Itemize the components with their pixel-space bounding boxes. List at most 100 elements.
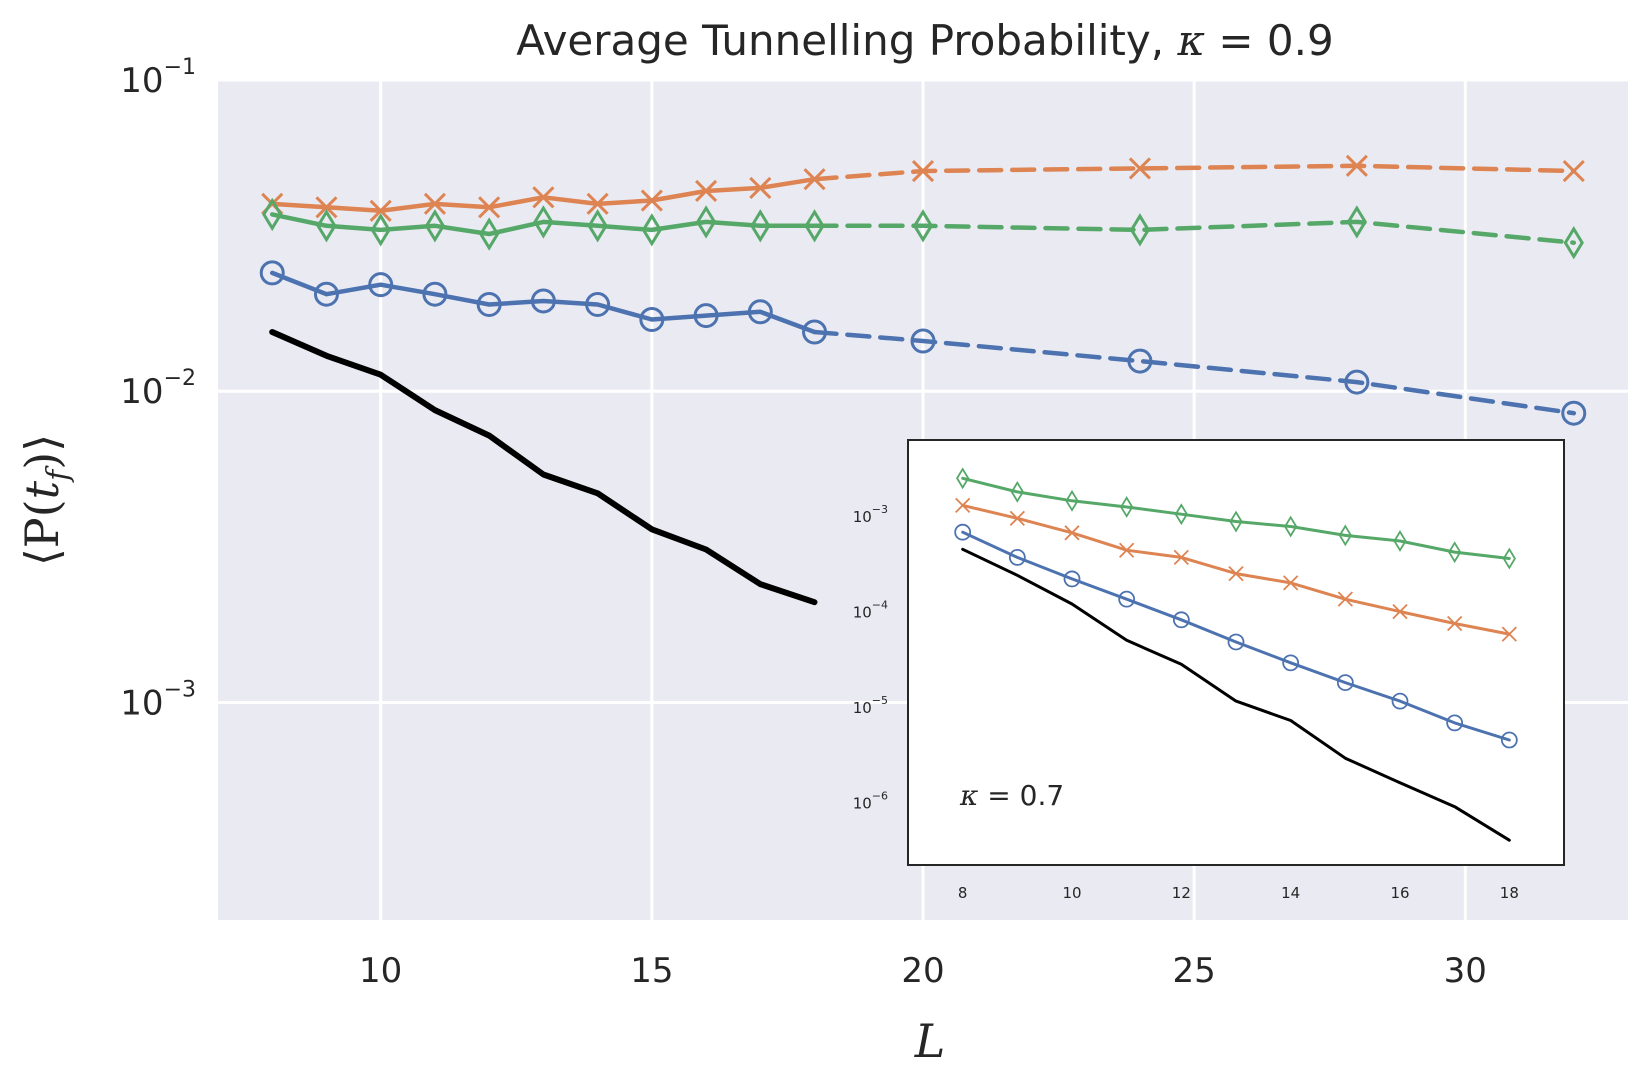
inset-series-green-diamond-marker — [1174, 503, 1188, 526]
series-orange-x-marker — [315, 196, 338, 219]
series-blue-circle-dashed-line — [812, 329, 1577, 416]
series-black-line-solid-line — [269, 329, 818, 606]
series-green-diamond-marker — [370, 213, 391, 247]
series-green-diamond-marker — [750, 209, 771, 243]
inset-series-green-diamond-marker — [1284, 515, 1298, 538]
inset-series-green-diamond-marker — [1065, 489, 1079, 512]
inset-y-tick-label: 10−3 — [853, 503, 888, 526]
series-green-diamond-marker — [804, 209, 825, 243]
series-orange-x-dashed-line — [812, 163, 1577, 182]
inset-plot: 8 10 12 14 16 18 10−6 10−5 10−4 10−3 κ = 0.7 — [853, 439, 1565, 902]
inset-series-orange-x-marker — [1447, 615, 1463, 632]
series-orange-x-marker — [749, 176, 772, 199]
inset-x-tick-label: 18 — [1500, 884, 1519, 902]
series-blue-circle-marker — [585, 291, 611, 317]
inset-series-green-diamond-marker — [1010, 480, 1024, 503]
inset-series-orange-x-marker — [1173, 549, 1189, 566]
inset-series-blue-circle-marker — [1063, 570, 1081, 588]
inset-kappa-annotation: κ = 0.7 — [959, 779, 1064, 812]
inset-series-green-diamond-marker — [956, 467, 970, 490]
inset-series-orange-x-marker — [1009, 510, 1025, 526]
inset-series-blue-circle-marker — [1391, 692, 1409, 710]
series-green-diamond-marker — [262, 197, 283, 232]
series-black-line — [269, 329, 818, 606]
series-blue-circle-marker — [422, 281, 448, 307]
series-green-diamond-marker — [424, 209, 446, 243]
inset-series-blue-circle-marker — [1336, 674, 1354, 691]
inset-axis-ticks: 8 10 12 14 16 18 10−6 10−5 10−4 10−3 — [853, 503, 1519, 902]
series-orange-x — [261, 154, 1585, 222]
inset-y-tick-label: 10−4 — [853, 599, 888, 622]
inset-series-orange-x — [955, 497, 1517, 642]
series-orange-x-marker — [369, 199, 392, 222]
series-blue-circle-marker — [910, 328, 936, 354]
inset-series-blue-circle-marker — [1282, 654, 1300, 672]
series-blue-circle-marker — [530, 288, 556, 314]
series-blue-circle-solid-line — [269, 270, 817, 335]
inset-series-orange-x-marker — [1119, 542, 1135, 558]
inset-series-green-diamond-marker — [1448, 541, 1462, 564]
series-green-diamond-marker — [1129, 213, 1151, 247]
inset-series-black-line — [961, 547, 1511, 842]
series-green-diamond-marker — [316, 209, 337, 243]
x-tick-label: 20 — [901, 951, 944, 991]
series-blue-circle-marker — [259, 260, 285, 286]
inset-x-tick-label: 16 — [1390, 884, 1409, 902]
series-orange-x-marker — [1562, 159, 1585, 183]
series-blue-circle-marker — [1561, 400, 1587, 426]
inset-series-green-diamond-marker — [1120, 496, 1134, 518]
inset-series-blue-circle-marker — [1446, 714, 1464, 732]
inset-series-green-diamond-marker — [1338, 524, 1352, 547]
x-tick-label: 15 — [630, 951, 673, 991]
inset-series-orange-x-marker — [1283, 575, 1299, 591]
inset-series-orange-x-marker — [1337, 591, 1353, 607]
inset-series-green-diamond-line — [961, 476, 1511, 560]
inset-series-group — [954, 467, 1518, 842]
series-group — [259, 154, 1587, 606]
inset-series-orange-x-marker — [1064, 525, 1080, 541]
inset-series-blue-circle-marker — [1172, 611, 1190, 629]
series-blue-circle-marker — [693, 303, 719, 329]
x-axis-label: L — [914, 1014, 946, 1068]
inset-series-blue-circle-line — [961, 530, 1511, 742]
series-orange-x-marker — [640, 189, 663, 212]
series-blue-circle-marker — [476, 291, 502, 317]
series-green-diamond-marker — [478, 217, 500, 251]
series-green-diamond-solid-line — [269, 212, 817, 237]
inset-x-tick-label: 8 — [958, 884, 968, 902]
series-orange-x-marker — [586, 192, 609, 215]
series-green-diamond-marker — [533, 205, 554, 239]
inset-series-green-diamond-marker — [1229, 510, 1243, 533]
series-blue-circle-marker — [1344, 369, 1370, 395]
inset-series-blue-circle-marker — [1118, 590, 1136, 608]
x-tick-label: 25 — [1173, 951, 1216, 991]
series-blue-circle-marker — [368, 272, 394, 298]
series-orange-x-marker — [423, 192, 446, 215]
inset-series-blue-circle-marker — [954, 523, 972, 541]
series-orange-x-marker — [803, 168, 826, 191]
series-green-diamond-marker — [1346, 205, 1368, 239]
series-green-diamond-marker — [912, 209, 934, 243]
inset-x-tick-label: 12 — [1172, 884, 1191, 902]
inset-x-tick-label: 10 — [1062, 884, 1081, 902]
chart-title: Average Tunnelling Probability, κ = 0.9 — [516, 16, 1333, 65]
inset-series-blue-circle-marker — [1227, 633, 1245, 651]
inset-x-tick-label: 14 — [1281, 884, 1300, 902]
x-tick-label: 30 — [1444, 951, 1487, 991]
series-green-diamond-marker — [1563, 226, 1584, 260]
series-orange-x-marker — [911, 159, 935, 183]
inset-series-blue-circle-marker — [1500, 731, 1518, 749]
series-blue-circle-marker — [802, 319, 828, 345]
series-green-diamond-marker — [587, 209, 608, 243]
series-orange-x-marker — [695, 179, 718, 203]
series-orange-x-marker — [1345, 154, 1368, 177]
series-green-diamond-marker — [695, 205, 717, 239]
inset-series-orange-x-marker — [955, 497, 971, 513]
series-blue-circle-marker — [1127, 348, 1153, 374]
y-tick-label: 10−1 — [120, 55, 196, 101]
y-tick-label: 10−2 — [120, 366, 196, 412]
series-green-diamond-dashed-line — [812, 219, 1577, 245]
series-blue-circle-marker — [747, 299, 773, 325]
inset-series-black-line-line — [961, 547, 1511, 842]
inset-series-blue-circle — [954, 523, 1518, 749]
